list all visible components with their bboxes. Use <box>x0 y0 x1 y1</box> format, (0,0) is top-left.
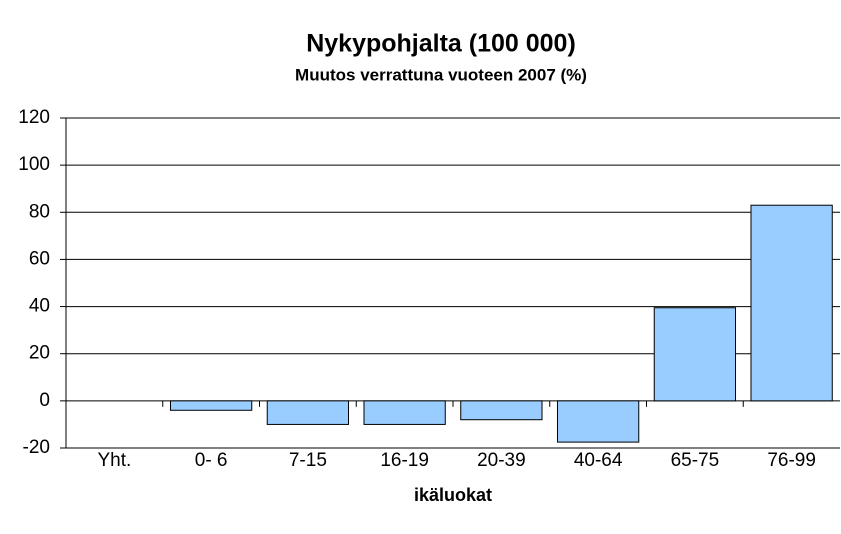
x-tick-label: Yht. <box>97 450 131 471</box>
bar <box>460 400 543 421</box>
bar <box>169 400 253 411</box>
y-tick-label: 60 <box>29 248 50 269</box>
chart-subtitle: Muutos verrattuna vuoteen 2007 (%) <box>295 65 587 84</box>
chart-title: Nykypohjalta (100 000) <box>306 30 576 58</box>
x-tick-label: 16-19 <box>380 450 429 471</box>
bar <box>750 204 833 402</box>
bar <box>266 400 350 425</box>
x-tick-label: 76-99 <box>767 450 816 471</box>
bar <box>556 400 640 443</box>
y-tick-label: 80 <box>29 201 50 222</box>
bar <box>653 307 737 402</box>
y-tick-label: 0 <box>39 390 50 411</box>
y-tick-label: 20 <box>29 343 50 364</box>
x-tick-label: 7-15 <box>289 450 327 471</box>
x-tick-label: 40-64 <box>574 450 623 471</box>
y-tick-label: 40 <box>29 296 50 317</box>
x-tick-label: 65-75 <box>671 450 720 471</box>
x-tick-label: 0- 6 <box>195 450 228 471</box>
x-tick-label: 20-39 <box>477 450 526 471</box>
y-tick-label: 100 <box>18 154 50 175</box>
y-tick-label: -20 <box>23 437 50 458</box>
y-tick-label: 120 <box>18 107 50 128</box>
bar <box>363 400 446 425</box>
x-axis-label: ikäluokat <box>414 485 492 505</box>
